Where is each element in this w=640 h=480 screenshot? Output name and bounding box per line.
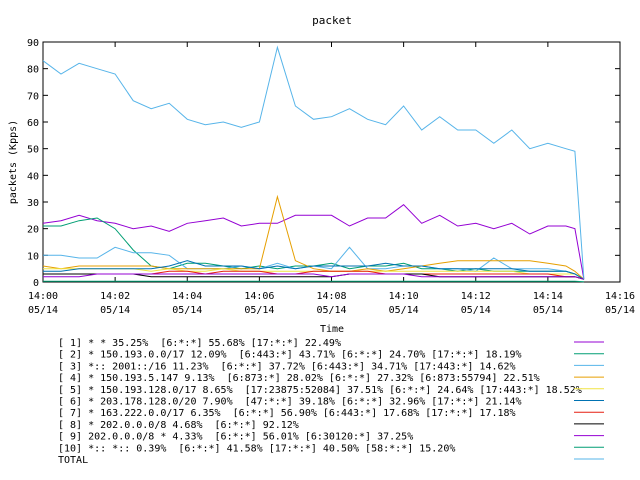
y-tick-label: 40 — [27, 171, 39, 182]
x-tick-date-label: 05/14 — [28, 305, 58, 316]
x-tick-time-label: 14:14 — [533, 291, 563, 302]
x-tick-time-label: 14:00 — [28, 291, 58, 302]
series-line-10 — [43, 280, 584, 283]
legend-entry-label: [ 6] * 203.178.128.0/20 7.90% [47:*:*] 3… — [58, 397, 522, 408]
series-line-2 — [43, 217, 585, 280]
y-tick-label: 50 — [27, 145, 39, 156]
x-tick-date-label: 05/14 — [533, 305, 563, 316]
y-tick-label: 80 — [27, 65, 39, 76]
series-line-11 — [42, 45, 585, 280]
legend-entry-label: [ 4] * 150.193.5.147 9.13% [6:873:*] 28.… — [58, 373, 540, 384]
x-tick-time-label: 14:16 — [605, 291, 635, 302]
x-tick-date-label: 05/14 — [461, 305, 491, 316]
chart-title: packet — [312, 14, 352, 27]
x-tick-time-label: 14:02 — [100, 291, 130, 302]
x-tick-date-label: 05/14 — [316, 305, 346, 316]
x-tick-date-label: 05/14 — [389, 305, 419, 316]
x-tick-date-label: 05/14 — [244, 305, 274, 316]
x-tick-time-label: 14:06 — [244, 291, 274, 302]
series-line-6 — [43, 260, 585, 280]
x-tick-date-label: 05/14 — [100, 305, 130, 316]
legend-entry-label: TOTAL — [58, 455, 88, 466]
series-line-9 — [43, 273, 585, 280]
legend-entry-label: [ 5] * 150.193.128.0/17 8.65% [17:23875:… — [58, 385, 582, 396]
legend-entry-label: [ 9] 202.0.0.0/8 * 4.33% [6:*:*] 56.01% … — [58, 432, 413, 443]
x-tick-time-label: 14:04 — [172, 291, 202, 302]
y-axis: 0 10 20 30 40 50 60 70 80 90 — [27, 38, 620, 289]
x-axis: 14:00 05/14 14:02 05/14 14:04 05/14 14:06 05/14… — [28, 42, 635, 316]
x-axis-label: Time — [320, 324, 344, 335]
legend-entry-label: [ 3] *:: 2001::/16 11.23% [6:*:*] 37.72%… — [58, 361, 516, 372]
series-line-3 — [43, 246, 585, 280]
x-tick-date-label: 05/14 — [172, 305, 202, 316]
x-tick-time-label: 14:10 — [389, 291, 419, 302]
y-tick-label: 0 — [33, 278, 39, 289]
legend: [ 1] * * 35.25% [6:*:*] 55.68% [17:*:*] … — [58, 338, 604, 466]
y-tick-label: 60 — [27, 118, 39, 129]
x-tick-time-label: 14:12 — [461, 291, 491, 302]
y-tick-label: 10 — [27, 251, 39, 262]
series-line-4 — [42, 194, 585, 280]
legend-entry-label: [ 1] * * 35.25% [6:*:*] 55.68% [17:*:*] … — [58, 338, 341, 349]
x-tick-date-label: 05/14 — [605, 305, 635, 316]
legend-entry-label: [10] *:: *:: 0.39% [6:*:*] 41.58% [17:*:… — [58, 443, 455, 454]
legend-entry-label: [ 7] * 163.222.0.0/17 6.35% [6:*:*] 56.9… — [58, 408, 516, 419]
y-tick-label: 20 — [27, 225, 39, 236]
legend-entry-label: [ 8] * 202.0.0.0/8 4.68% [6:*:*] 92.12% — [58, 420, 299, 431]
y-axis-label: packets (Kpps) — [8, 120, 19, 204]
y-tick-label: 90 — [27, 38, 39, 49]
series-lines — [42, 45, 585, 283]
legend-entry-label: [ 2] * 150.193.0.0/17 12.09% [6:443:*] 4… — [58, 350, 522, 361]
y-tick-label: 70 — [27, 91, 39, 102]
x-tick-time-label: 14:08 — [316, 291, 346, 302]
series-line-1 — [42, 204, 585, 280]
y-tick-label: 30 — [27, 198, 39, 209]
series-line-7 — [43, 270, 585, 280]
